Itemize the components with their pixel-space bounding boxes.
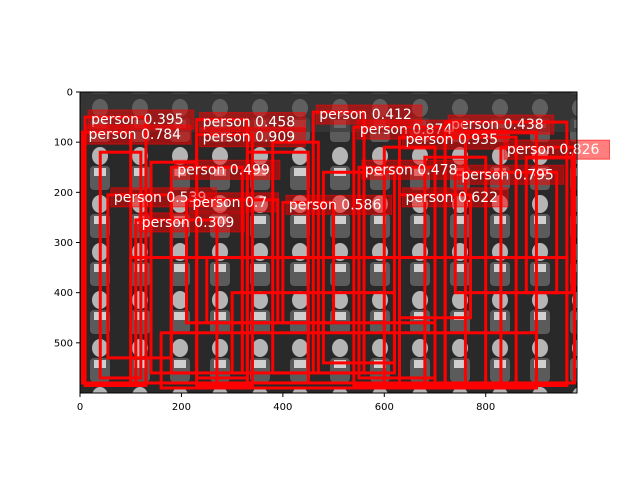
detection-label-bg [402,187,509,208]
y-tick-label: 400 [54,288,73,299]
detection-label-bg [199,127,306,148]
detection-label: person 0.7 [189,192,279,213]
detection-label: person 0.622 [402,187,509,208]
detection-label: person 0.586 [285,194,392,215]
detection-label: person 0.784 [85,124,192,145]
detection-label-bg [285,194,392,215]
detection-label: person 0.826 [503,139,611,160]
x-tick-label: 0 [77,402,83,413]
detection-label-text: person 0.795 [461,167,554,183]
detection-label-text: person 0.395 [91,112,184,128]
detection-label-bg [402,129,509,150]
detection-label-text: person 0.478 [365,162,458,178]
detection-label-text: person 0.499 [177,162,270,178]
detection-label-text: person 0.586 [289,197,382,213]
detection-label-text: person 0.438 [451,117,544,133]
x-tick-label: 800 [476,402,495,413]
detection-label-bg [503,139,611,160]
detection-label-bg [85,124,192,145]
detection-label-bg [138,212,245,233]
y-tick-label: 300 [54,238,73,249]
detection-label-text: person 0.622 [406,190,499,206]
detection-box [98,150,143,380]
y-tick-label: 500 [54,338,73,349]
detection-label: person 0.478 [361,159,469,180]
x-tick-label: 200 [172,402,191,413]
detection-label-text: person 0.784 [89,127,182,143]
detection-box [159,331,538,390]
detection-label-bg [173,159,281,180]
x-tick-label: 600 [375,402,394,413]
detection-label-text: person 0.458 [203,115,296,131]
x-axis: 0 200 400 600 800 [77,393,495,413]
detection-label-text: person 0.309 [142,215,235,231]
detection-labels: person 0.395 person 0.458 person 0.412 pers… [85,104,611,233]
detection-label: person 0.795 [457,164,565,185]
detection-label: person 0.395 [87,109,195,130]
y-tick-label: 100 [54,138,73,149]
y-tick-label: 0 [67,88,73,99]
detection-label-text: person 0.826 [507,142,600,158]
detection-label-text: person 0.539 [114,190,207,206]
y-tick-label: 200 [54,188,73,199]
detection-label: person 0.909 [199,127,306,148]
detection-box [129,256,569,385]
detection-label: person 0.499 [173,159,281,180]
detection-label-text: person 0.935 [406,132,499,148]
detection-label: person 0.458 [199,112,306,133]
x-tick-label: 400 [273,402,292,413]
detection-label-text: person 0.412 [319,107,412,123]
y-axis: 0 100 200 300 400 500 [54,88,80,349]
detection-label-bg [189,192,279,213]
detection-label: person 0.935 [402,129,509,150]
detection-label: person 0.309 [138,212,245,233]
detection-label-bg [457,164,565,185]
detection-label-text: person 0.7 [193,195,268,211]
detection-box [321,170,396,365]
detection-label-text: person 0.909 [203,130,296,146]
